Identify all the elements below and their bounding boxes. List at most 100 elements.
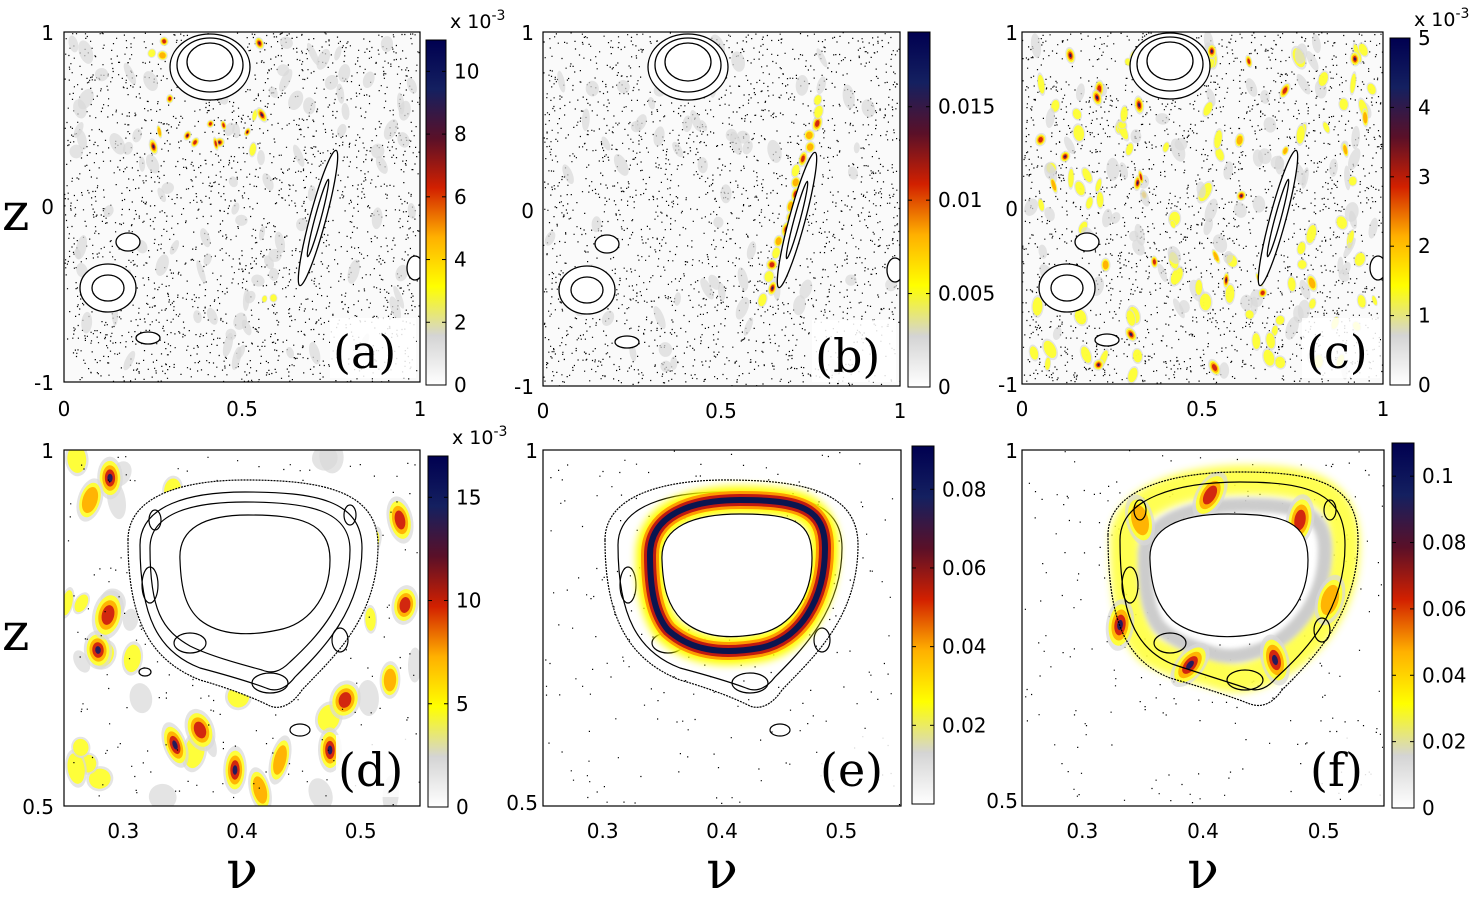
satellite-island-4-f <box>1313 617 1331 643</box>
hotspot <box>1348 148 1361 171</box>
x-tick-label: 0.3 <box>587 819 619 843</box>
island-top-inner-b <box>664 42 712 82</box>
hotspot-layer <box>581 108 590 131</box>
panel-label-f: (f) <box>1310 743 1363 797</box>
hotspot <box>269 293 278 303</box>
hotspot <box>670 356 678 370</box>
ring-core-e <box>646 496 829 654</box>
hotspot <box>274 231 286 254</box>
hotspot-layer <box>729 131 743 155</box>
hotspot <box>292 144 305 167</box>
satellite-island-1-d <box>141 566 159 604</box>
colorbar-tick-label: 6 <box>454 185 467 209</box>
hotspot-layer <box>262 295 267 303</box>
hotspot-layer <box>155 254 169 276</box>
hotspot <box>212 136 219 151</box>
heatmap-c <box>1022 32 1383 384</box>
hotspot <box>397 132 410 148</box>
y-tick-e-1: 1 <box>525 439 538 463</box>
hotspot <box>1071 107 1083 121</box>
hotspot-layer <box>172 740 178 750</box>
hotspot <box>103 205 114 218</box>
satellite-island-3-f <box>1226 669 1264 691</box>
hotspot <box>1305 222 1318 246</box>
hotspot <box>765 258 778 271</box>
hotspot <box>223 745 247 795</box>
hotspot-layer <box>1357 295 1366 308</box>
hotspot-layer <box>67 753 85 784</box>
hotspot-layer <box>395 264 408 282</box>
hotspot-layer <box>196 260 206 284</box>
island-bottom-small-b <box>614 335 640 349</box>
hotspot <box>1127 365 1139 384</box>
satellite-island-2-d <box>173 632 207 654</box>
hotspot <box>1081 166 1094 184</box>
hotspot <box>1314 574 1346 626</box>
x-tick-c-2: 1 <box>1377 397 1390 421</box>
x-tick-label: 0.5 <box>1308 819 1340 843</box>
hotspot <box>183 130 192 141</box>
separatrix-outer-f <box>1107 471 1359 707</box>
hotspot-layer <box>274 231 286 254</box>
hotspot-layer <box>1043 340 1057 359</box>
hotspot-layer <box>700 278 714 300</box>
islands-a <box>79 33 420 345</box>
hotspot-layer <box>157 187 166 203</box>
hotspot <box>1270 155 1285 170</box>
hotspot-layer <box>222 332 234 357</box>
hotspot <box>1296 240 1307 256</box>
hotspot <box>737 267 749 291</box>
hotspot <box>196 260 206 284</box>
hotspot-layer <box>122 141 134 155</box>
hotspot-layer <box>200 228 211 248</box>
hotspot <box>97 456 123 500</box>
hotspot-layer <box>334 46 342 61</box>
hotspot <box>1294 43 1308 65</box>
hotspot-layer <box>1139 189 1150 207</box>
hotspot-layer <box>861 99 876 118</box>
hotspot-layer <box>1245 310 1254 319</box>
hotspot-layer <box>1110 212 1121 224</box>
hotspot <box>699 120 708 132</box>
hotspot-layer <box>292 144 305 167</box>
hotspot-layer <box>159 52 166 59</box>
hotspot-layer <box>1351 125 1360 150</box>
hotspot-layer <box>1260 90 1270 104</box>
hotspot <box>1260 90 1270 104</box>
hotspot-layer <box>231 346 242 371</box>
hotspot-layer <box>268 86 278 98</box>
hotspot <box>1274 314 1286 326</box>
hotspot <box>109 133 126 155</box>
hotspot <box>790 175 801 189</box>
hotspot <box>362 71 375 89</box>
hotspot-layer <box>148 783 177 806</box>
hotspot <box>1329 158 1338 177</box>
hotspot <box>648 96 656 110</box>
hotspot <box>798 150 808 168</box>
hotspot <box>379 661 401 699</box>
hotspot-layer <box>81 311 93 334</box>
colorbar-tick-label: 1 <box>1418 304 1431 328</box>
hotspot-layer <box>1051 179 1057 191</box>
hotspot-layer <box>123 644 141 673</box>
island-bottom-small-c <box>1094 333 1120 347</box>
hotspot <box>697 157 708 174</box>
hotspot-layer <box>286 347 295 359</box>
hotspot <box>1037 197 1045 213</box>
hotspot-layer <box>1155 113 1170 125</box>
x-tick-label: 0.3 <box>107 819 139 843</box>
hotspot-layer <box>1263 117 1277 133</box>
hotspot <box>1134 223 1146 246</box>
hotspot-layer <box>1203 217 1214 236</box>
hotspot <box>1094 177 1103 193</box>
hotspot <box>279 36 293 49</box>
hotspot-layer <box>208 122 212 126</box>
hotspot <box>1075 83 1085 102</box>
satellite-island-5-d <box>148 509 162 531</box>
satellite-island-6-f <box>1323 499 1337 521</box>
hotspot <box>123 62 137 85</box>
hotspot-layer <box>1294 43 1308 65</box>
y-tick-b-2: 1 <box>521 21 534 45</box>
hotspot-layer <box>1219 362 1230 379</box>
hotspot <box>795 75 809 96</box>
